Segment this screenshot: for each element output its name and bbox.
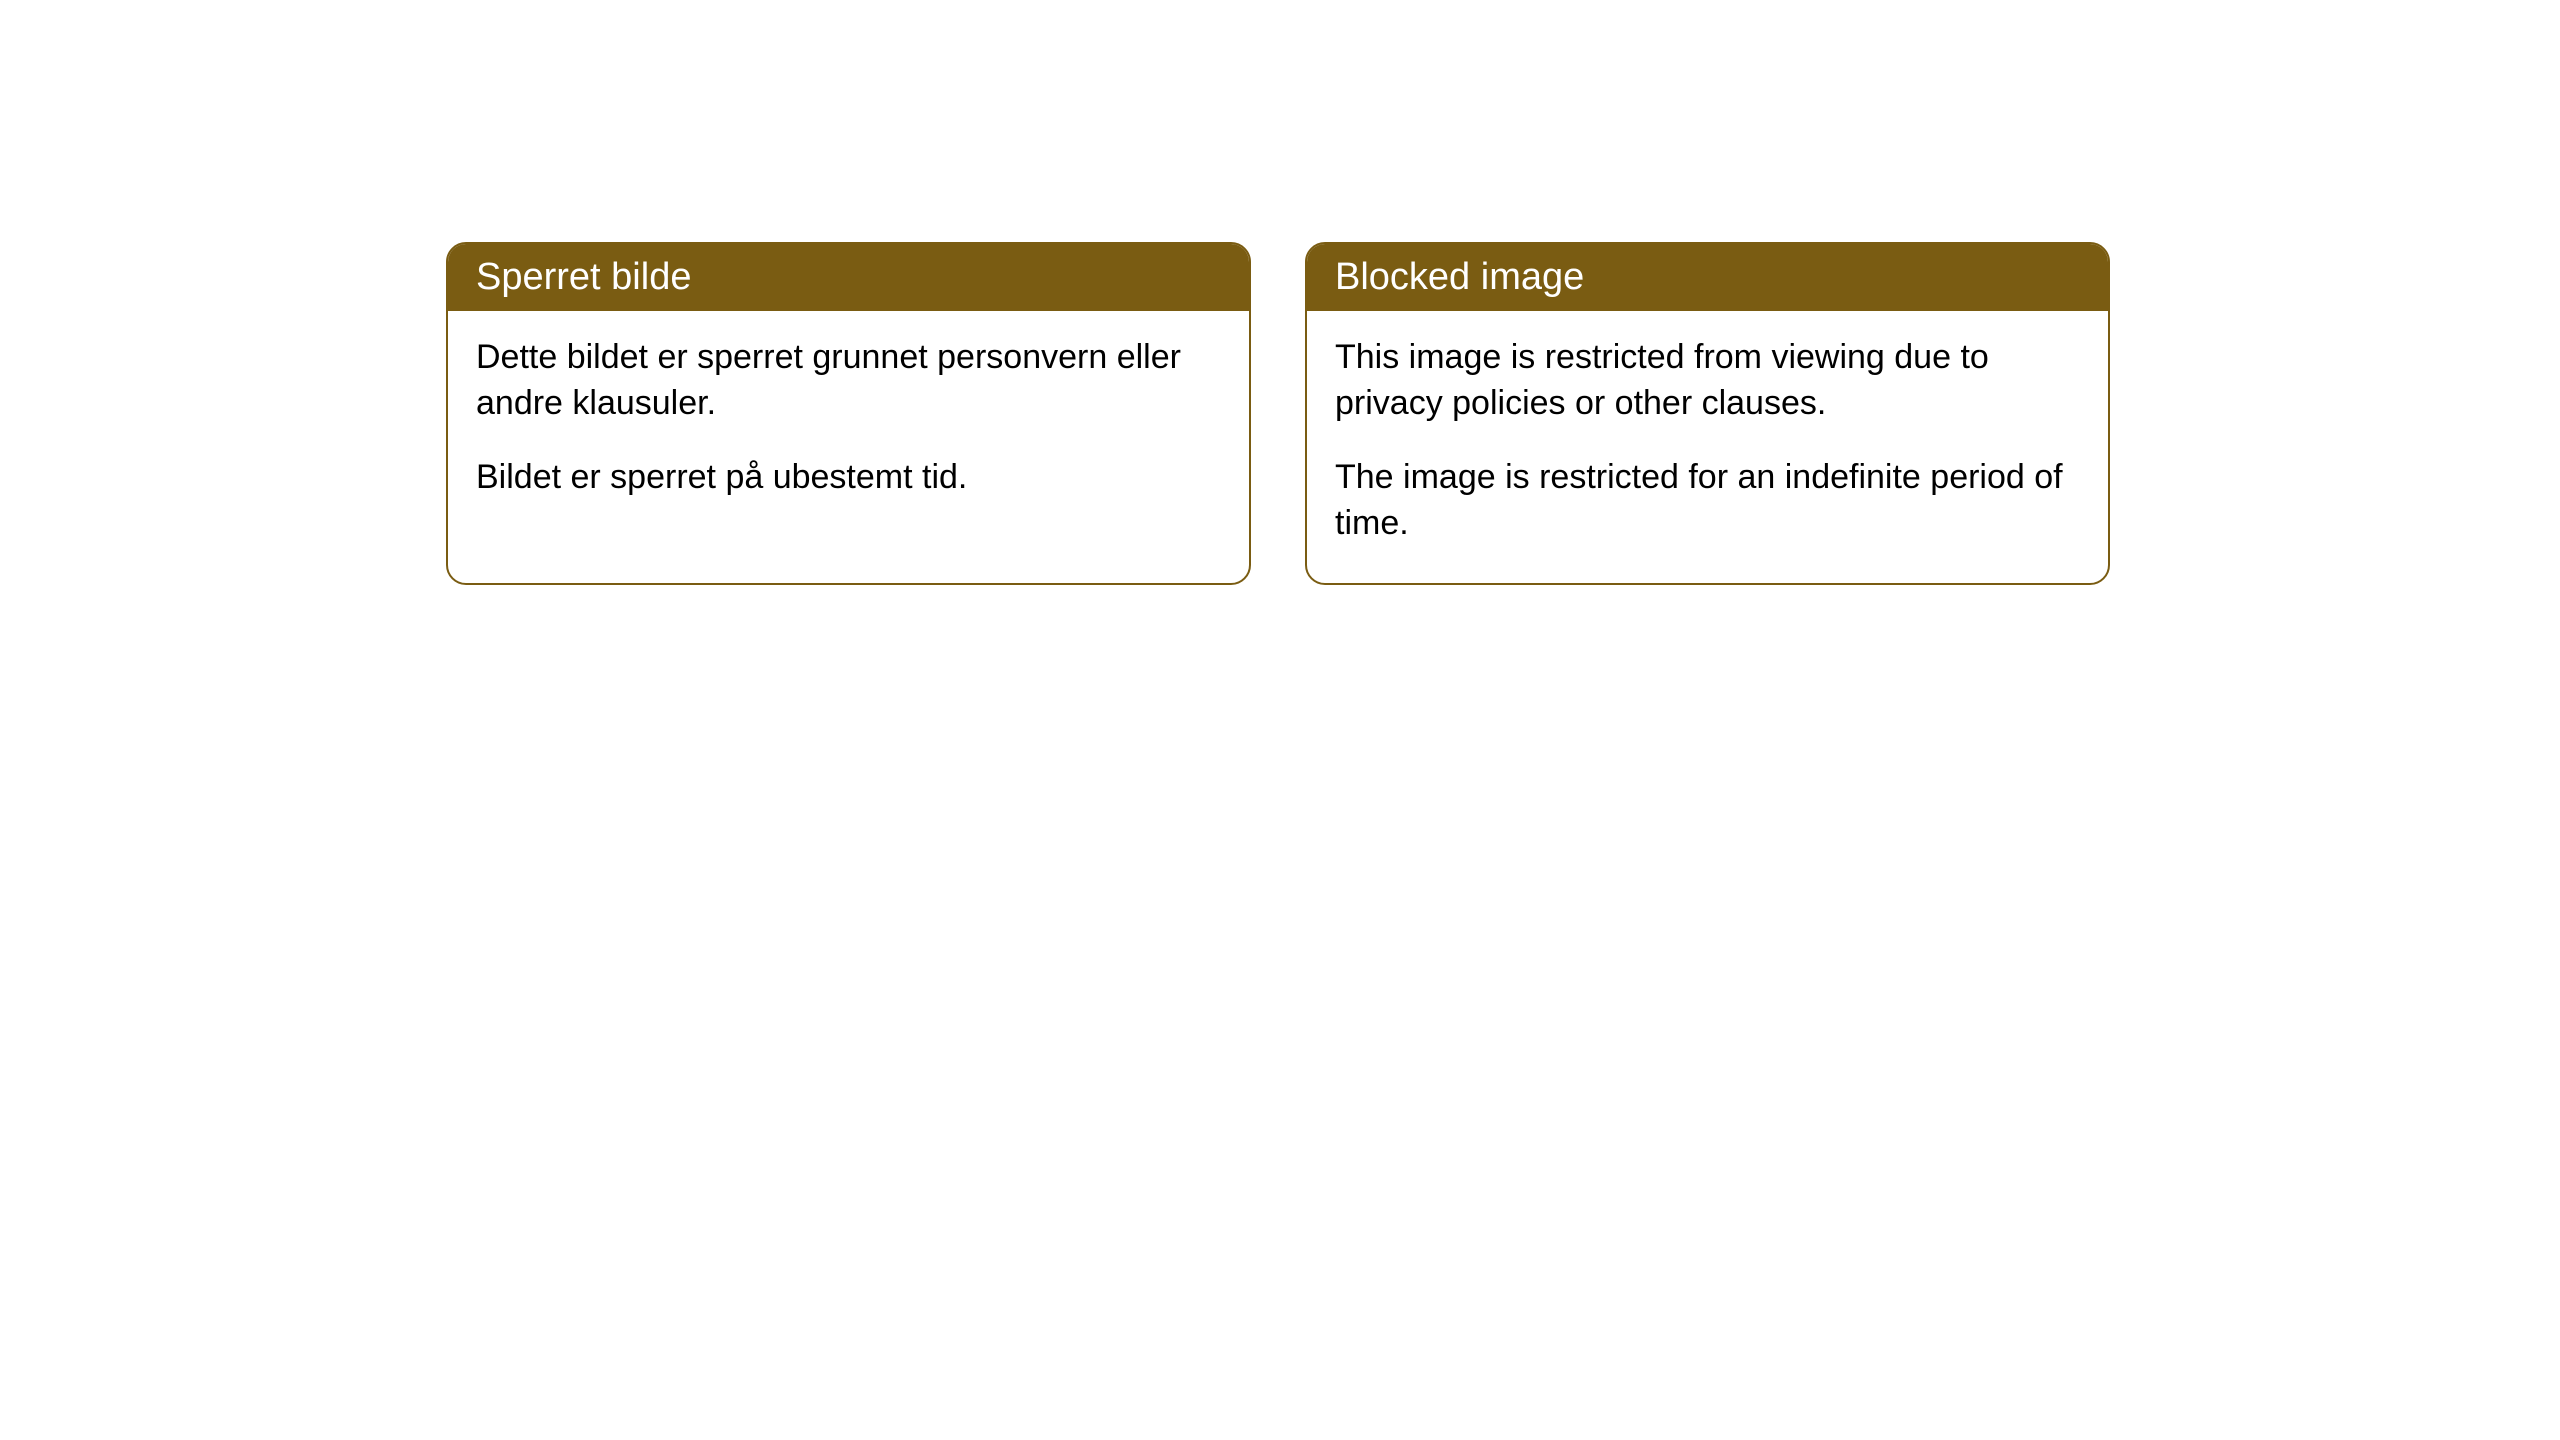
notice-cards-container: Sperret bilde Dette bildet er sperret gr… (446, 242, 2110, 585)
card-body: This image is restricted from viewing du… (1307, 311, 2108, 583)
card-paragraph: The image is restricted for an indefinit… (1335, 455, 2080, 547)
notice-card-english: Blocked image This image is restricted f… (1305, 242, 2110, 585)
card-title: Blocked image (1307, 244, 2108, 311)
card-paragraph: This image is restricted from viewing du… (1335, 335, 2080, 427)
notice-card-norwegian: Sperret bilde Dette bildet er sperret gr… (446, 242, 1251, 585)
card-paragraph: Dette bildet er sperret grunnet personve… (476, 335, 1221, 427)
card-body: Dette bildet er sperret grunnet personve… (448, 311, 1249, 537)
card-title: Sperret bilde (448, 244, 1249, 311)
card-paragraph: Bildet er sperret på ubestemt tid. (476, 455, 1221, 501)
